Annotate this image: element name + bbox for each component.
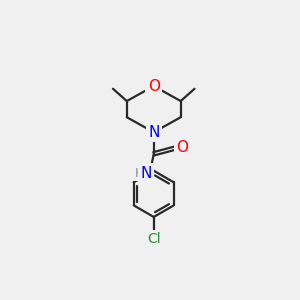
Text: Cl: Cl (147, 232, 160, 246)
Text: N: N (140, 166, 152, 181)
Text: N: N (148, 125, 159, 140)
Text: O: O (176, 140, 188, 155)
Text: O: O (148, 79, 160, 94)
Text: H: H (134, 167, 144, 180)
